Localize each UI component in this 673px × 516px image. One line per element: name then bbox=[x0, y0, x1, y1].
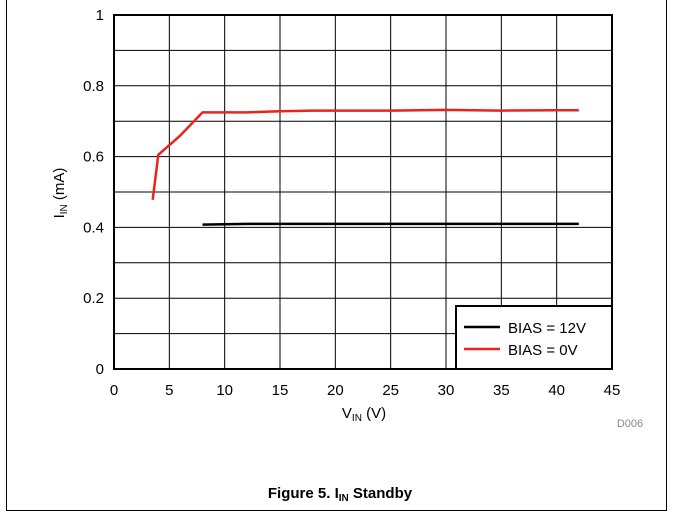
x-tick-label: 0 bbox=[110, 382, 118, 399]
y-tick-label: 0.2 bbox=[83, 290, 104, 307]
y-tick-label: 0.4 bbox=[83, 219, 104, 236]
legend-label-bias-0v: BIAS = 0V bbox=[508, 342, 578, 359]
x-tick-label: 25 bbox=[382, 382, 399, 399]
series-line-bias-12v bbox=[202, 222, 579, 226]
figure-code-label: D006 bbox=[617, 418, 643, 430]
x-tick-label: 40 bbox=[548, 382, 565, 399]
y-tick-label: 0 bbox=[96, 361, 104, 378]
series-line-bias-0v bbox=[151, 108, 579, 200]
plot-border bbox=[113, 14, 613, 370]
series-lines bbox=[151, 108, 579, 226]
x-tick-label: 5 bbox=[165, 382, 173, 399]
x-tick-label: 30 bbox=[438, 382, 455, 399]
legend-box bbox=[455, 305, 613, 370]
x-tick-label: 15 bbox=[272, 382, 289, 399]
legend-label-bias-12v: BIAS = 12V bbox=[508, 320, 586, 337]
x-axis-label: VIN (V) bbox=[342, 405, 386, 424]
x-tick-label: 20 bbox=[327, 382, 344, 399]
legend: BIAS = 12V BIAS = 0V bbox=[455, 305, 613, 370]
x-tick-label: 45 bbox=[604, 382, 621, 399]
x-tick-label: 10 bbox=[216, 382, 233, 399]
y-tick-label: 1 bbox=[96, 7, 104, 24]
y-axis-label: IIN (mA) bbox=[51, 168, 70, 219]
x-tick-labels: 0 5 10 15 20 25 30 35 40 45 bbox=[110, 382, 621, 399]
y-tick-label: 0.8 bbox=[83, 78, 104, 95]
y-tick-label: 0.6 bbox=[83, 149, 104, 166]
y-tick-labels: 0 0.2 0.4 0.6 0.8 1 bbox=[83, 7, 104, 378]
x-tick-label: 35 bbox=[493, 382, 510, 399]
figure-caption: Figure 5. IIN Standby bbox=[268, 485, 413, 504]
